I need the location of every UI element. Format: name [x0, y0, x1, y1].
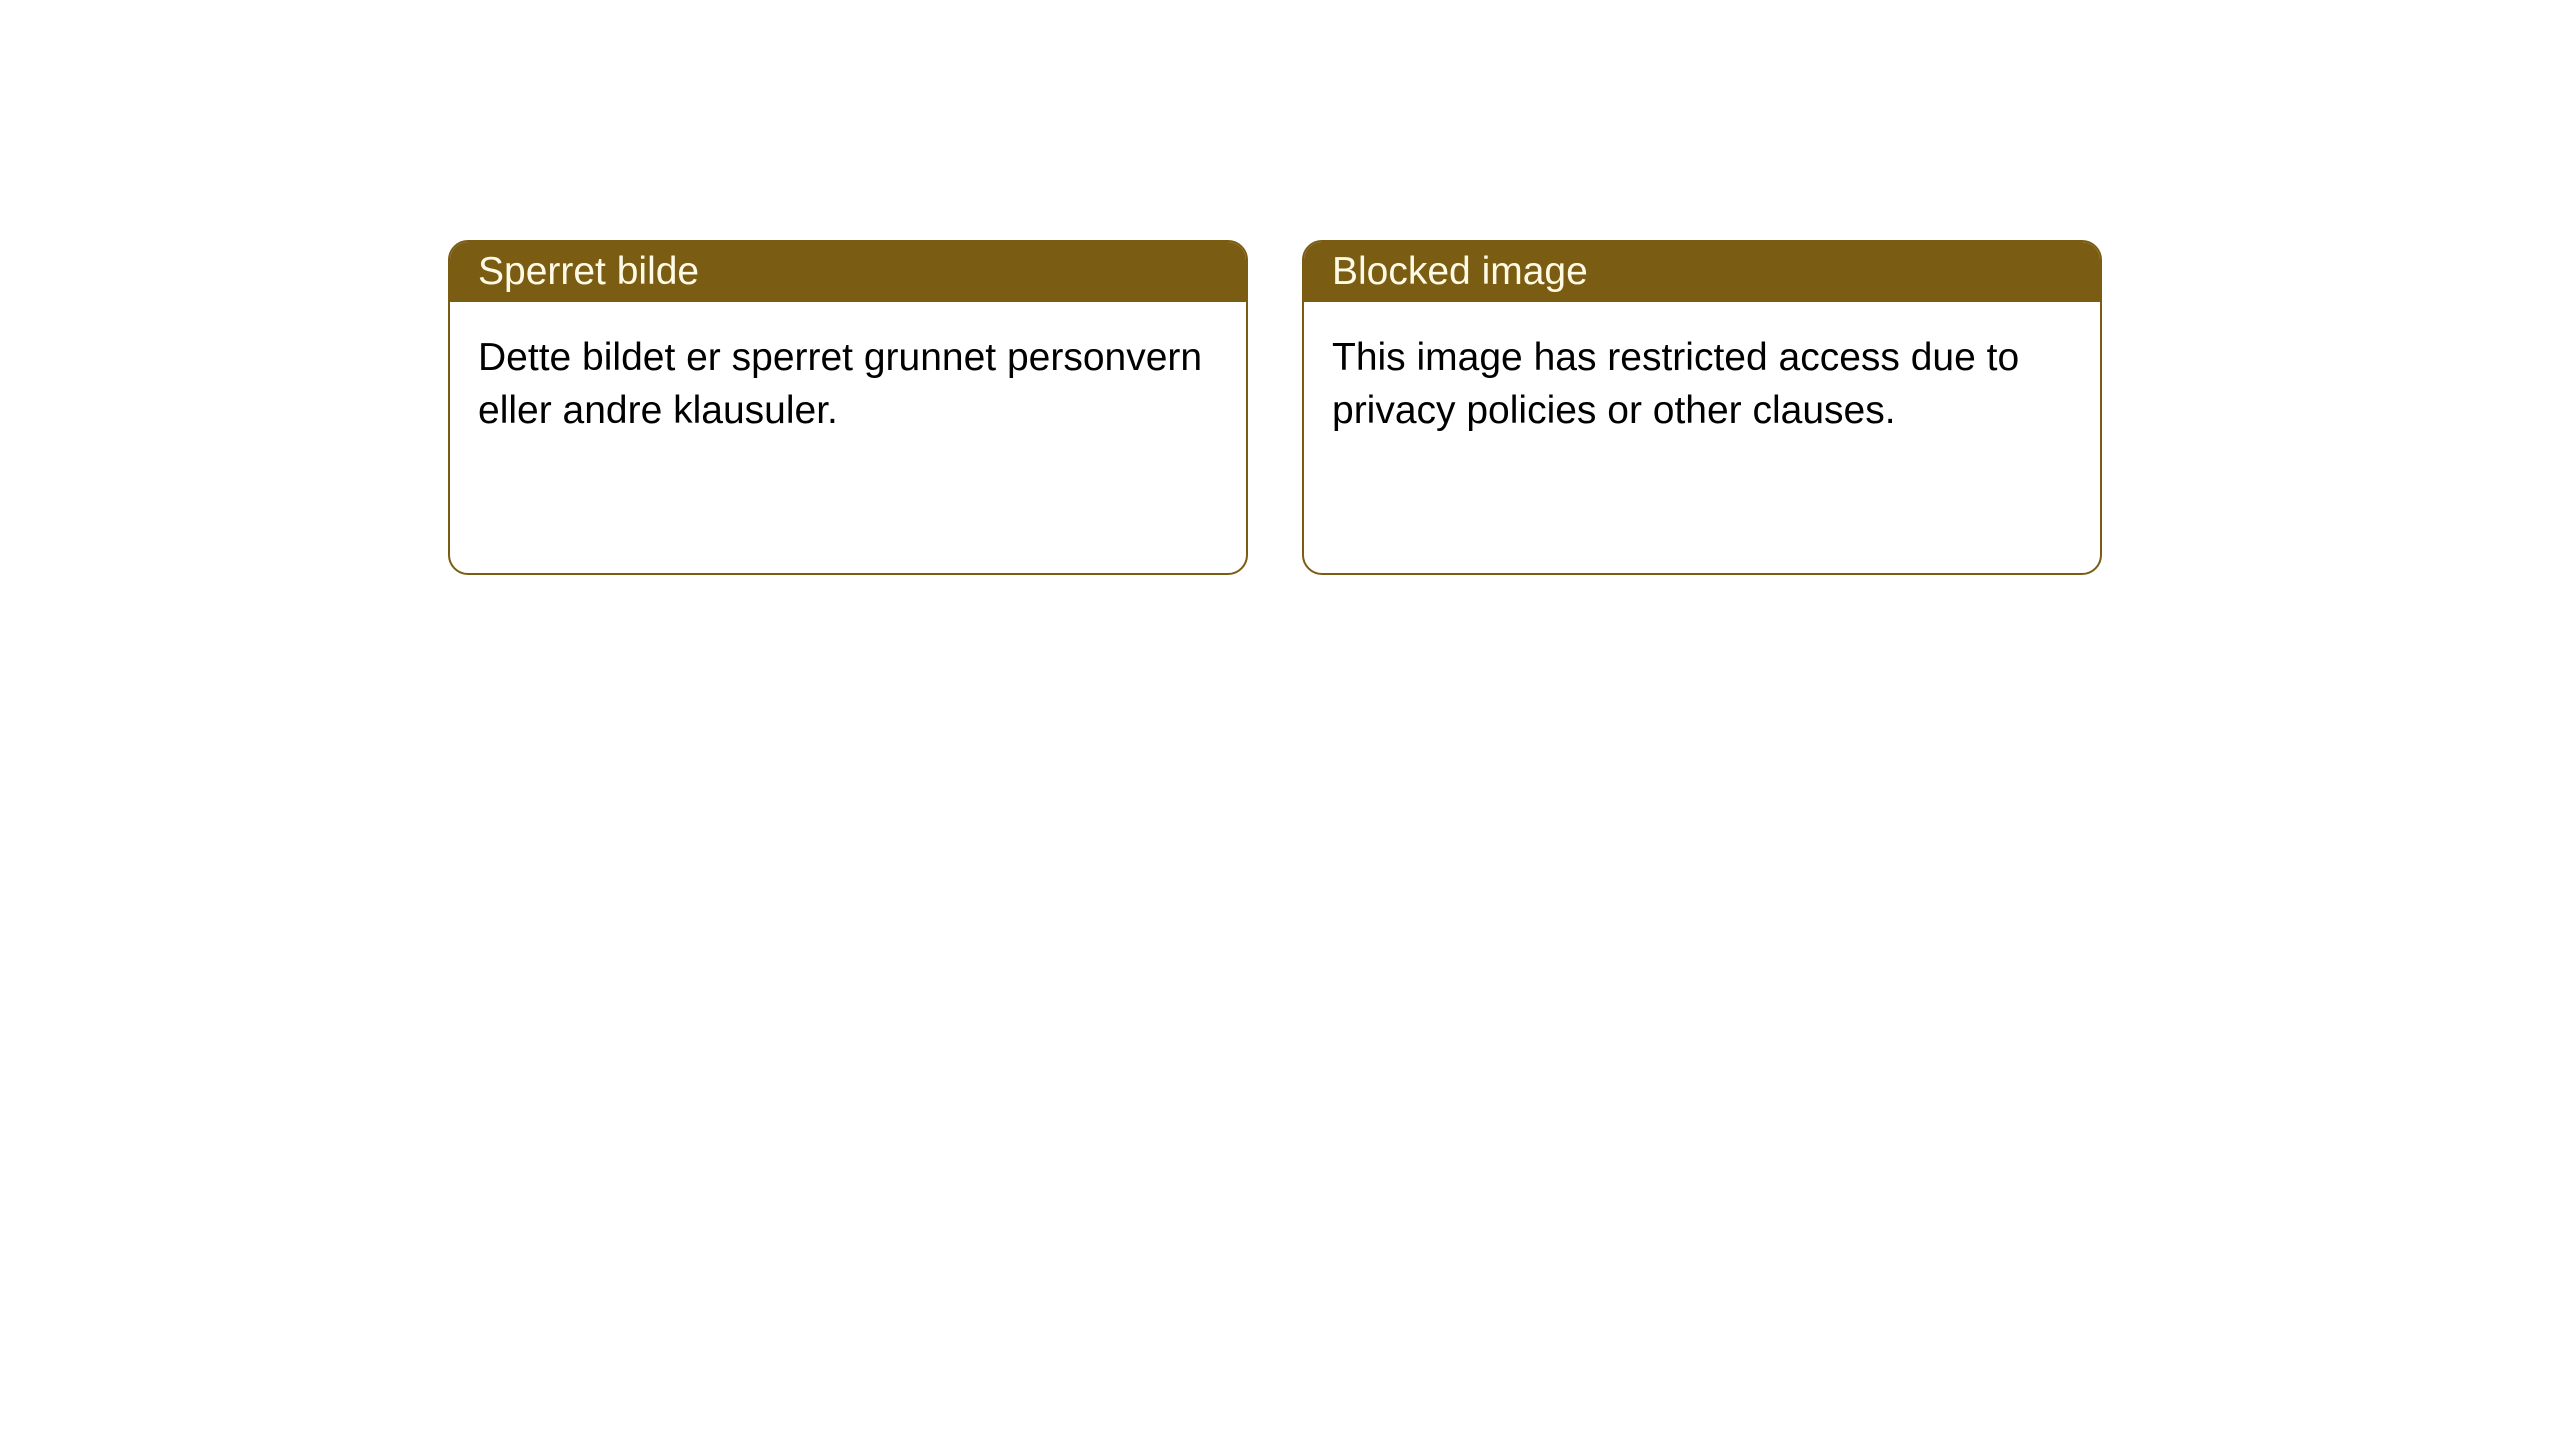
- card-body: This image has restricted access due to …: [1304, 302, 2100, 467]
- card-body: Dette bildet er sperret grunnet personve…: [450, 302, 1246, 467]
- card-message: Dette bildet er sperret grunnet personve…: [478, 336, 1202, 432]
- card-header: Blocked image: [1304, 242, 2100, 302]
- blocked-image-card-norwegian: Sperret bilde Dette bildet er sperret gr…: [448, 240, 1248, 575]
- card-header: Sperret bilde: [450, 242, 1246, 302]
- card-title: Sperret bilde: [478, 250, 699, 293]
- card-message: This image has restricted access due to …: [1332, 336, 2019, 432]
- blocked-image-card-english: Blocked image This image has restricted …: [1302, 240, 2102, 575]
- notice-cards-container: Sperret bilde Dette bildet er sperret gr…: [0, 0, 2560, 575]
- card-title: Blocked image: [1332, 250, 1588, 293]
